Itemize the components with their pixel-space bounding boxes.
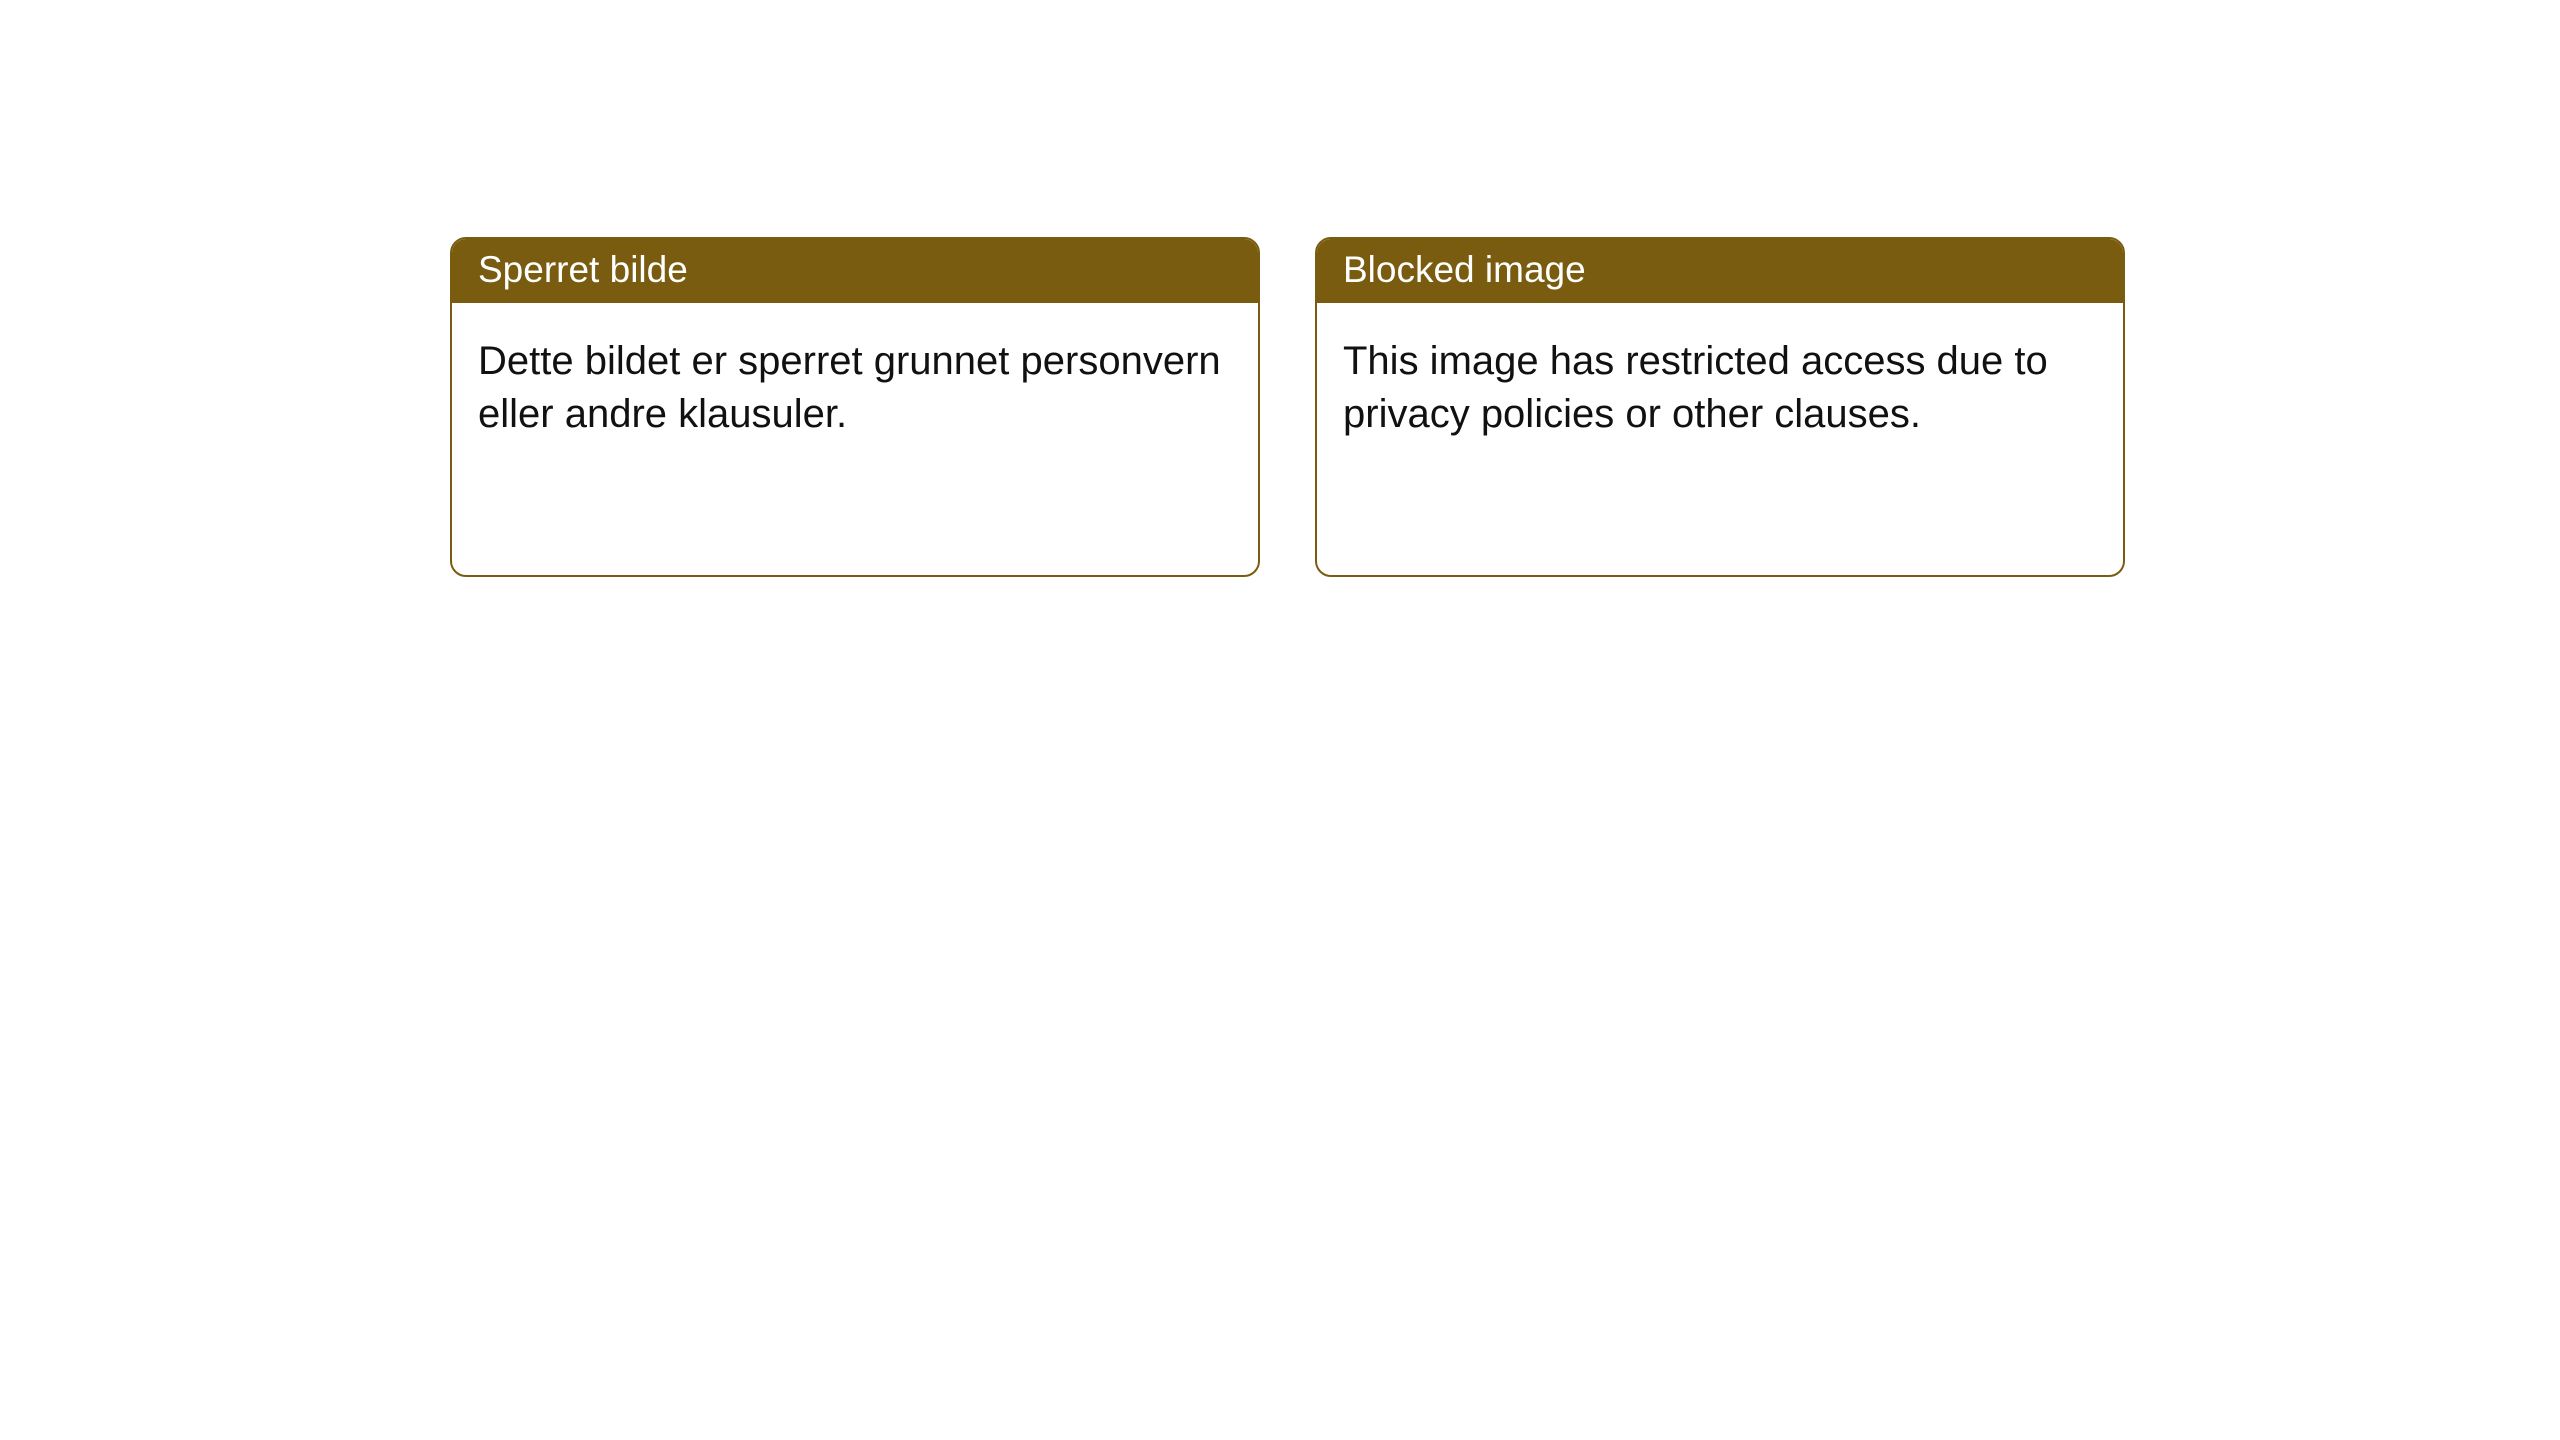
notice-header-norwegian: Sperret bilde	[452, 239, 1258, 303]
notice-card-norwegian: Sperret bilde Dette bildet er sperret gr…	[450, 237, 1260, 577]
notice-text-norwegian: Dette bildet er sperret grunnet personve…	[478, 339, 1221, 436]
notice-text-english: This image has restricted access due to …	[1343, 339, 2048, 436]
notice-title-english: Blocked image	[1343, 249, 1586, 290]
notice-body-english: This image has restricted access due to …	[1317, 303, 2123, 473]
notice-body-norwegian: Dette bildet er sperret grunnet personve…	[452, 303, 1258, 473]
notice-header-english: Blocked image	[1317, 239, 2123, 303]
notice-card-english: Blocked image This image has restricted …	[1315, 237, 2125, 577]
notice-title-norwegian: Sperret bilde	[478, 249, 688, 290]
notice-cards-container: Sperret bilde Dette bildet er sperret gr…	[450, 237, 2125, 577]
